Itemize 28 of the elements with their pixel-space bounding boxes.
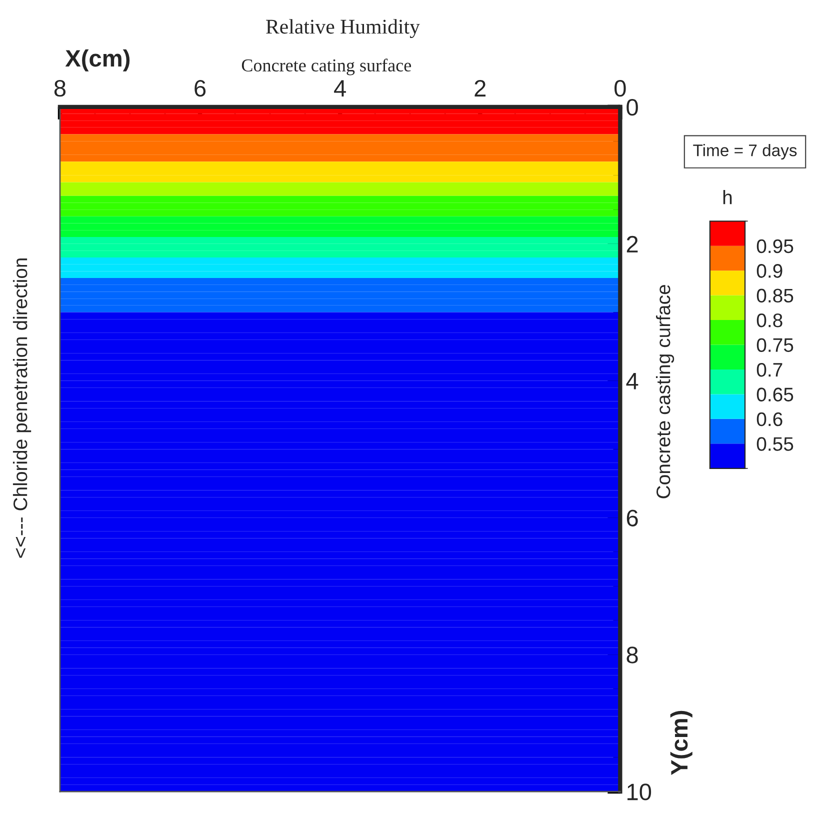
y-axis-title: Y(cm)	[670, 710, 692, 775]
color-bar-label: 0.55	[756, 437, 794, 451]
color-bar-label: 0.85	[756, 288, 794, 303]
text: <<--- Chloride penetration direction	[12, 258, 32, 558]
color-bar-label: 0.6	[756, 412, 782, 426]
color-bar-label: 0.65	[756, 388, 794, 402]
color-bar-label: 0.9	[756, 264, 782, 278]
y2-axis-title: Concrete casting curface	[656, 285, 674, 498]
y-tick-label: 0	[626, 98, 638, 116]
chart-subtitle: Concrete cating surface	[242, 58, 411, 76]
color-bar-label: 0.7	[756, 362, 782, 377]
chart-title: Relative Humidity	[266, 19, 420, 38]
y-tick-label: 10	[628, 784, 652, 800]
color-bar-label: 0.8	[756, 314, 782, 328]
y-tick-label: 2	[626, 236, 638, 252]
x-tick-label: 4	[334, 80, 346, 96]
color-bar-label: 0.75	[756, 338, 794, 352]
x-tick-label: 8	[54, 80, 66, 97]
color-bar-label: 0.95	[756, 239, 794, 254]
y-tick-label: 8	[626, 646, 638, 664]
x-axis-title: X(cm)	[65, 49, 130, 72]
text: Time = 7 days	[693, 144, 797, 160]
y-tick-label: 6	[626, 510, 638, 526]
x-tick-label: 2	[474, 80, 486, 96]
x-tick-label: 6	[194, 80, 206, 97]
color-bar-title: h	[723, 190, 732, 204]
x-tick-label: 0	[614, 80, 626, 97]
y-tick-label: 4	[626, 373, 638, 390]
